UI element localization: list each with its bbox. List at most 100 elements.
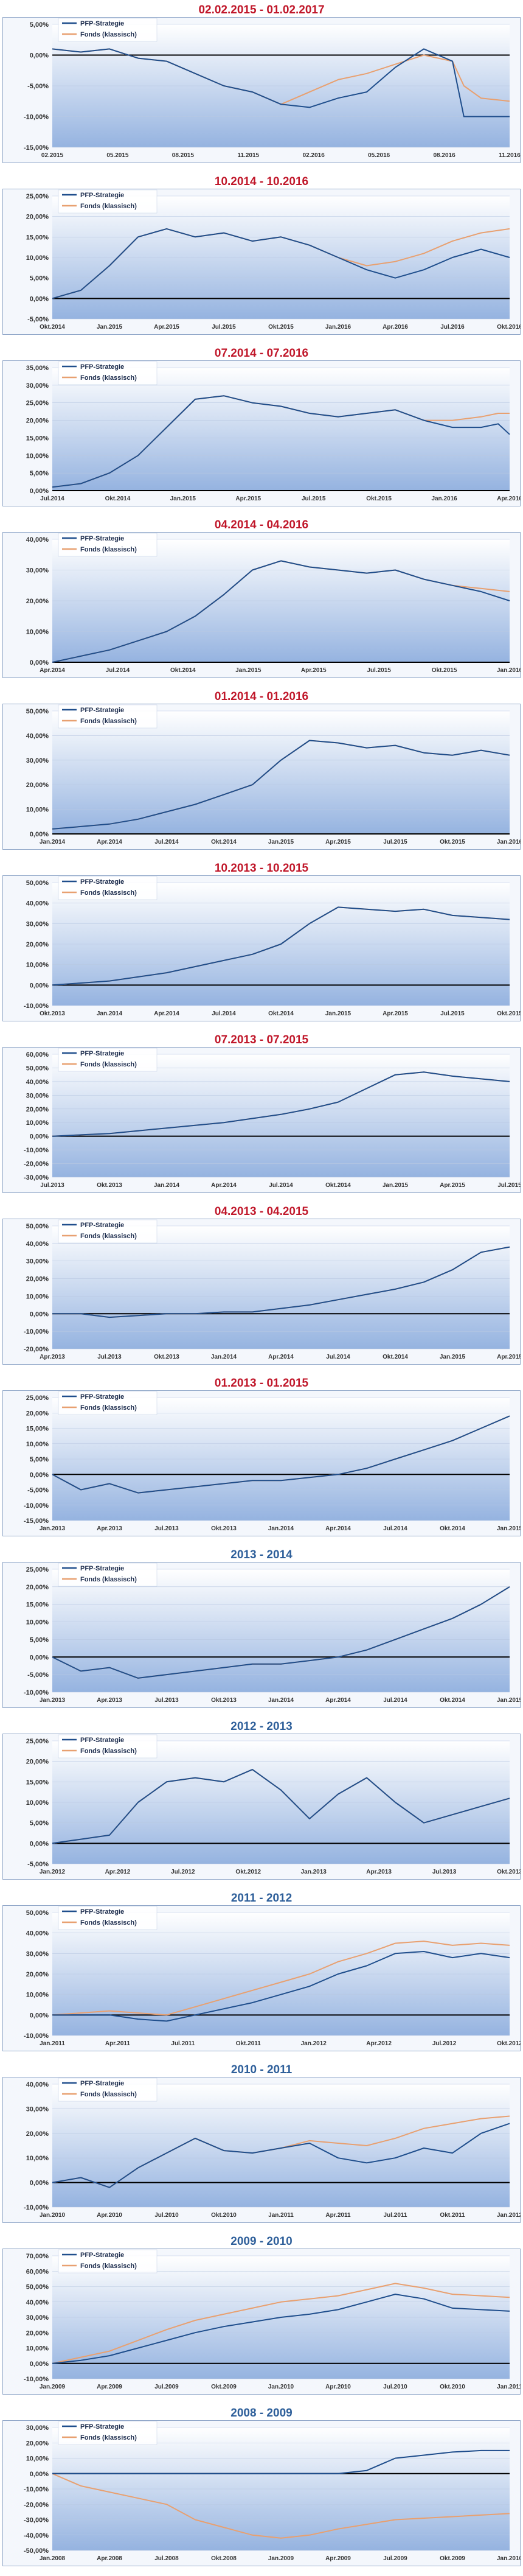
- legend-box: [58, 1048, 158, 1072]
- x-tick-label: Jan.2015: [97, 324, 123, 331]
- chart-title: 2010 - 2011: [230, 2063, 293, 2076]
- chart-title: 04.2014 - 04.2016: [214, 519, 309, 531]
- legend: PFP-Strategie Fonds (klassisch): [58, 18, 158, 42]
- legend-box: [58, 1734, 158, 1759]
- y-tick-label: 30,00%: [26, 920, 49, 928]
- x-tick-label: Apr.2016: [383, 324, 408, 331]
- x-tick-label: Jan.2014: [268, 1525, 294, 1532]
- x-tick-label: Apr.2012: [105, 1869, 131, 1875]
- y-tick-label: -40,00%: [24, 2532, 49, 2539]
- x-tick-label: Jan.2014: [268, 1697, 294, 1704]
- legend: PFP-Strategie Fonds (klassisch): [58, 1391, 158, 1415]
- y-tick-label: -5,00%: [27, 83, 49, 90]
- x-tick-label: Jul.2011: [171, 2040, 195, 2047]
- x-tick-label: Okt.2015: [497, 1010, 521, 1017]
- chart-title: 2011 - 2012: [230, 1892, 293, 1905]
- y-tick-label: 0,00%: [30, 295, 49, 303]
- x-tick-label: Apr.2015: [235, 495, 261, 502]
- series-line: [52, 560, 510, 663]
- legend-box: [58, 361, 158, 385]
- x-tick-label: Apr.2009: [97, 2384, 122, 2390]
- x-tick-label: Apr.2013: [40, 1354, 65, 1360]
- x-tick-label: Jul.2013: [154, 1697, 179, 1704]
- chart-title: 2009 - 2010: [230, 2235, 293, 2248]
- x-tick-label: Okt.2009: [211, 2384, 237, 2390]
- x-tick-label: Jul.2015: [302, 495, 326, 502]
- x-tick-label: Okt.2013: [97, 1182, 122, 1189]
- x-tick-label: Jul.2014: [40, 495, 64, 502]
- y-tick-label: 0,00%: [30, 2180, 49, 2187]
- line-chart: 25,00% 20,00% 15,00% 10,00% 5,00% 0,00% -5,00%…: [2, 1734, 521, 1880]
- x-tick-label: Jan.2010: [40, 2212, 66, 2219]
- y-tick-label: 30,00%: [26, 757, 49, 765]
- x-tick-label: Okt.2011: [236, 2040, 262, 2047]
- x-tick-label: Jul.2013: [432, 1869, 457, 1875]
- x-tick-label: Apr.2010: [325, 2384, 351, 2390]
- line-chart: 50,00%40,00%30,00%20,00%10,00%0,00%Jan.2…: [2, 704, 521, 850]
- chart-panel: 10.2013 - 10.2015 50,00% 40,00% 30,00% 20,00…: [0, 858, 523, 1030]
- series-line: [52, 906, 510, 986]
- series-line: [52, 1071, 510, 1137]
- x-tick-label: Jan.2012: [497, 2212, 521, 2219]
- x-tick-label: 11.2016: [499, 152, 521, 159]
- y-tick-label: 40,00%: [26, 1241, 49, 1248]
- y-tick-label: -15,00%: [24, 1517, 49, 1525]
- x-tick-label: Okt.2014: [268, 1010, 294, 1017]
- chart-panel: 2008 - 2009 30,00% 20,00% 10,00% 0,00% -10,00…: [0, 2403, 523, 2575]
- y-tick-label: 5,00%: [30, 470, 49, 477]
- series-line: [52, 2473, 510, 2539]
- x-tick-label: Okt.2012: [235, 1869, 261, 1875]
- x-tick-label: Okt.2014: [105, 495, 131, 502]
- series-line: [52, 48, 510, 117]
- x-tick-label: Jul.2015: [383, 839, 407, 845]
- y-tick-label: 20,00%: [26, 2440, 49, 2447]
- x-tick-label: Jan.2015: [497, 1697, 521, 1704]
- x-tick-label: Jan.2012: [40, 1869, 66, 1875]
- x-tick-label: Jul.2014: [212, 1010, 236, 1017]
- series-line: [52, 2294, 510, 2364]
- y-tick-label: 25,00%: [26, 400, 49, 407]
- legend-label: Fonds (klassisch): [80, 546, 137, 553]
- legend-label: PFP-Strategie: [80, 1222, 124, 1229]
- plot-area: [52, 2084, 510, 2207]
- x-tick-label: Okt.2014: [211, 839, 237, 845]
- chart-panel: 04.2013 - 04.2015 50,00% 40,00% 30,00% 20,00…: [0, 1202, 523, 1373]
- x-tick-label: Okt.2014: [170, 667, 196, 674]
- x-tick-label: Okt.2016: [497, 324, 521, 331]
- chart-title: 02.02.2015 - 01.02.2017: [198, 4, 325, 16]
- x-tick-label: Jan.2009: [268, 2555, 294, 2562]
- series-line: [52, 1951, 510, 2022]
- legend-box: [58, 533, 158, 557]
- y-tick-label: 20,00%: [26, 941, 49, 948]
- x-tick-label: 02.2015: [41, 152, 64, 159]
- y-tick-label: 0,00%: [30, 659, 49, 667]
- x-tick-label: Jul.2009: [383, 2555, 407, 2562]
- chart-title: 07.2013 - 07.2015: [214, 1034, 309, 1046]
- y-tick-label: 10,00%: [26, 1799, 49, 1807]
- y-tick-label: 30,00%: [26, 1092, 49, 1099]
- y-tick-label: 40,00%: [26, 1930, 49, 1937]
- line-chart: 25,00% 20,00% 15,00% 10,00% 5,00% 0,00% -5,00%…: [2, 189, 521, 335]
- legend-label: PFP-Strategie: [80, 1393, 124, 1401]
- x-tick-label: Jan.2008: [40, 2555, 66, 2562]
- x-tick-label: Okt.2009: [440, 2555, 465, 2562]
- legend-box: [58, 189, 158, 214]
- x-tick-label: Apr.2013: [97, 1525, 122, 1532]
- legend-label: PFP-Strategie: [80, 1737, 124, 1744]
- x-tick-label: Jan.2010: [268, 2384, 294, 2390]
- legend-label: Fonds (klassisch): [80, 889, 137, 897]
- x-tick-label: Jul.2014: [326, 1354, 350, 1360]
- chart-panel: 04.2014 - 04.2016 40,00% 30,00% 20,00% 10,00…: [0, 515, 523, 687]
- y-tick-label: 15,00%: [26, 234, 49, 241]
- chart-panel: 02.02.2015 - 01.02.2017 5,00% 0,00% -5,00% -…: [0, 0, 523, 172]
- legend-box: [58, 1906, 158, 1930]
- y-tick-label: 0,00%: [30, 982, 49, 989]
- legend-label: Fonds (klassisch): [80, 2434, 137, 2441]
- legend-label: Fonds (klassisch): [80, 2091, 137, 2098]
- y-tick-label: -5,00%: [27, 1671, 49, 1679]
- series-line: [52, 2449, 510, 2474]
- y-tick-label: 0,00%: [30, 52, 49, 60]
- x-tick-label: Okt.2010: [440, 2384, 465, 2390]
- x-tick-label: Apr.2012: [366, 2040, 392, 2047]
- line-chart: 70,00% 60,00% 50,00% 40,00% 30,00% 20,00% 10,0…: [2, 2249, 521, 2395]
